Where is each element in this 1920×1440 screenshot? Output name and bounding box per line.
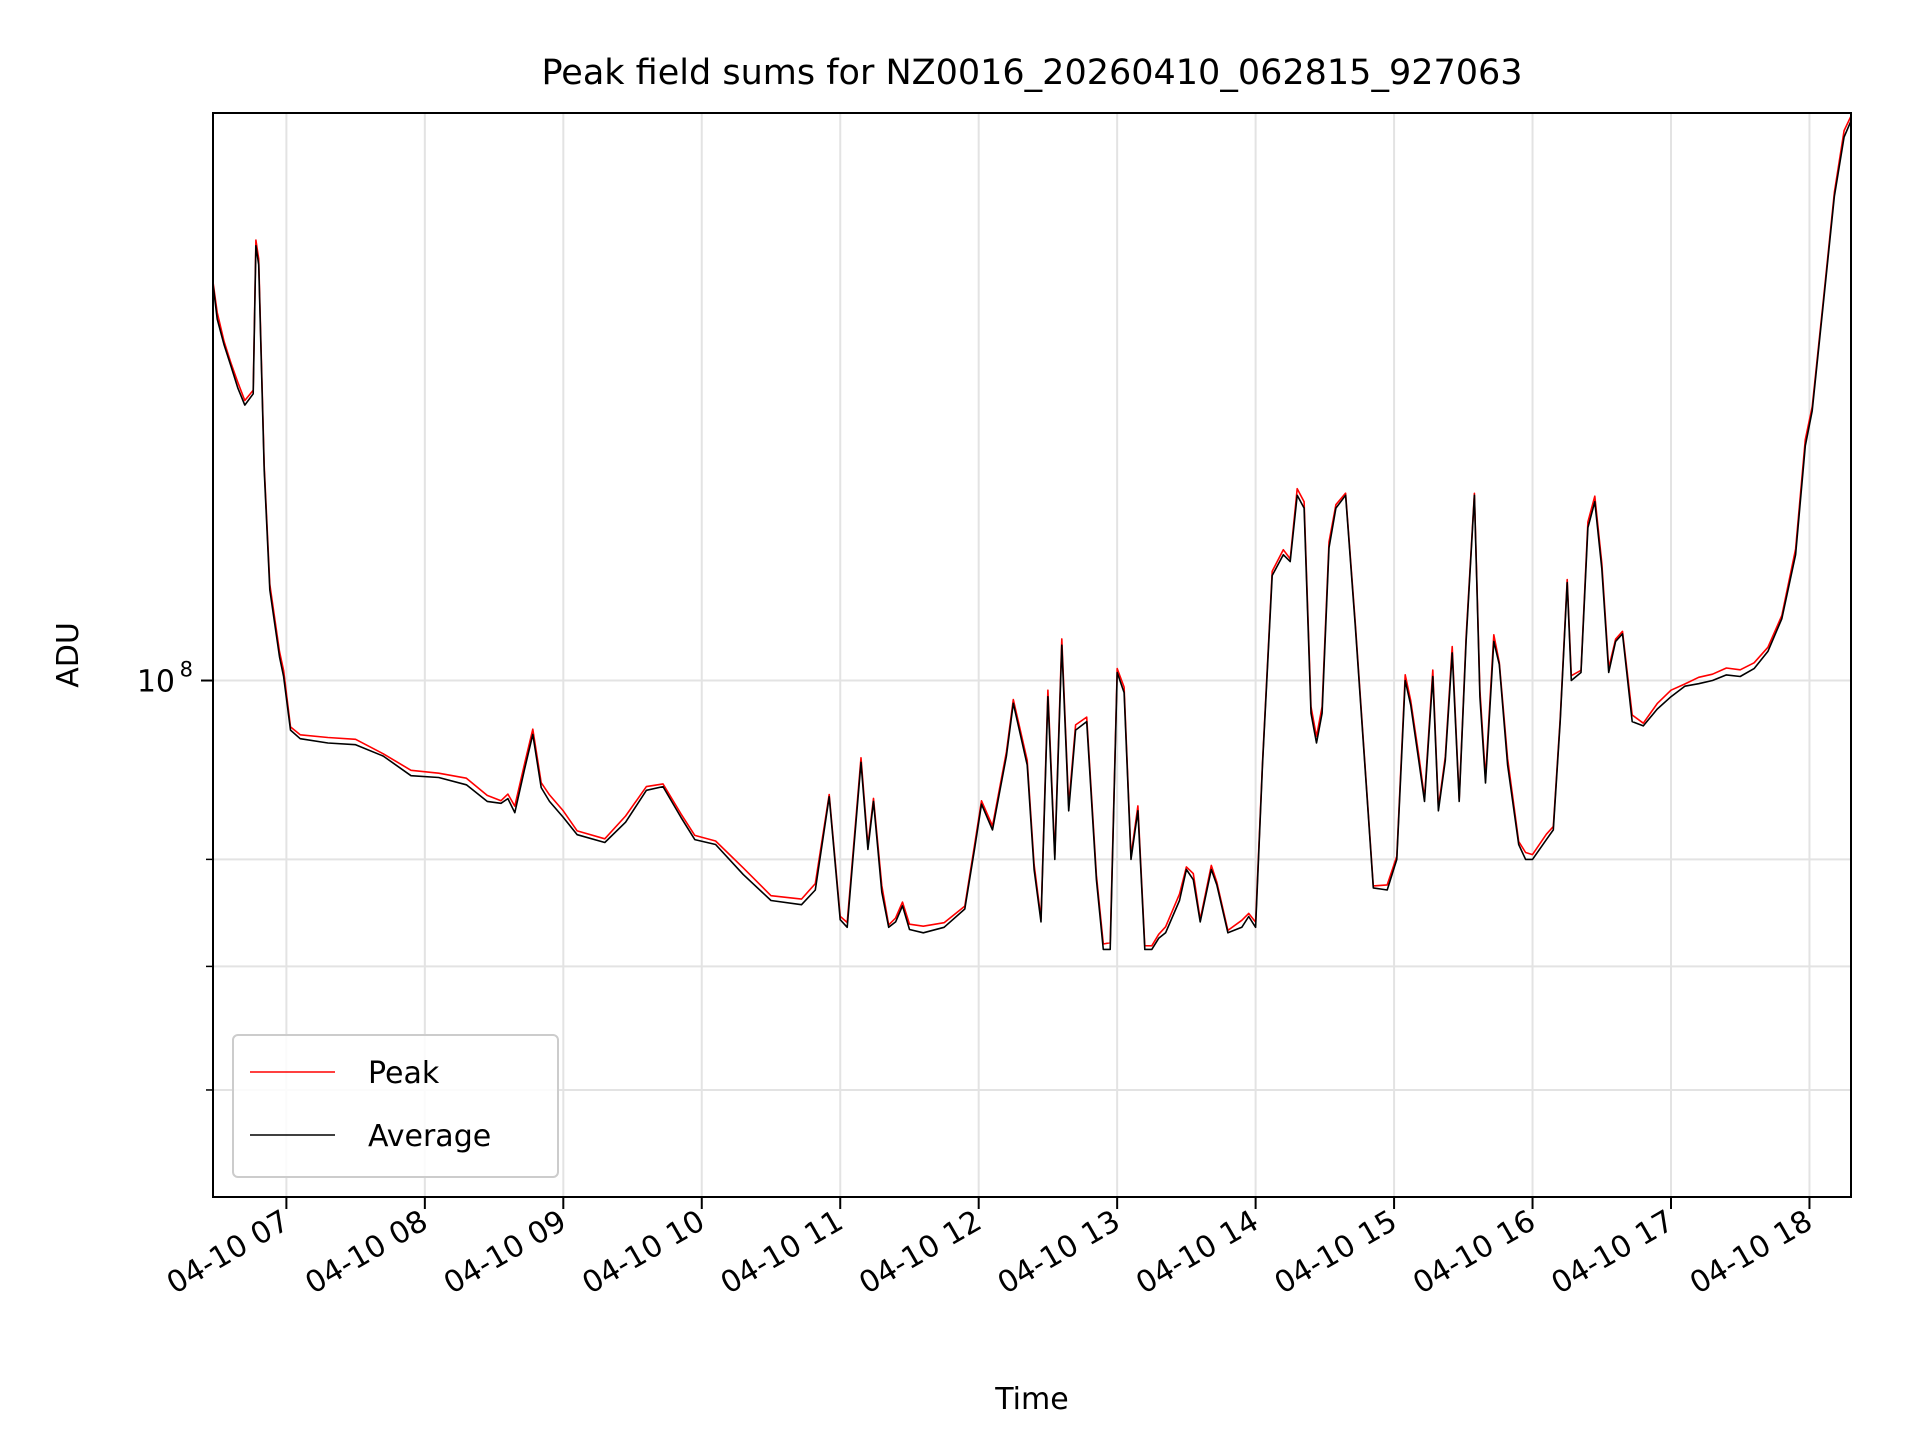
legend-box bbox=[232, 1034, 559, 1178]
legend-label-average: Average bbox=[368, 1119, 491, 1154]
grid bbox=[213, 113, 1851, 1197]
y-tick-label-exponent: 8 bbox=[180, 658, 193, 682]
plot-frame bbox=[212, 112, 1852, 1198]
legend-label-peak: Peak bbox=[368, 1056, 440, 1091]
y-axis-label: ADU bbox=[51, 622, 86, 688]
y-tick-label: 10 bbox=[137, 665, 175, 700]
x-axis-label: Time bbox=[994, 1382, 1068, 1417]
series-line-average bbox=[212, 120, 1852, 951]
series-layer bbox=[212, 115, 1852, 951]
chart-title: Peak field sums for NZ0016_20260410_0628… bbox=[541, 53, 1522, 93]
legend: Peak Average bbox=[232, 1034, 559, 1178]
